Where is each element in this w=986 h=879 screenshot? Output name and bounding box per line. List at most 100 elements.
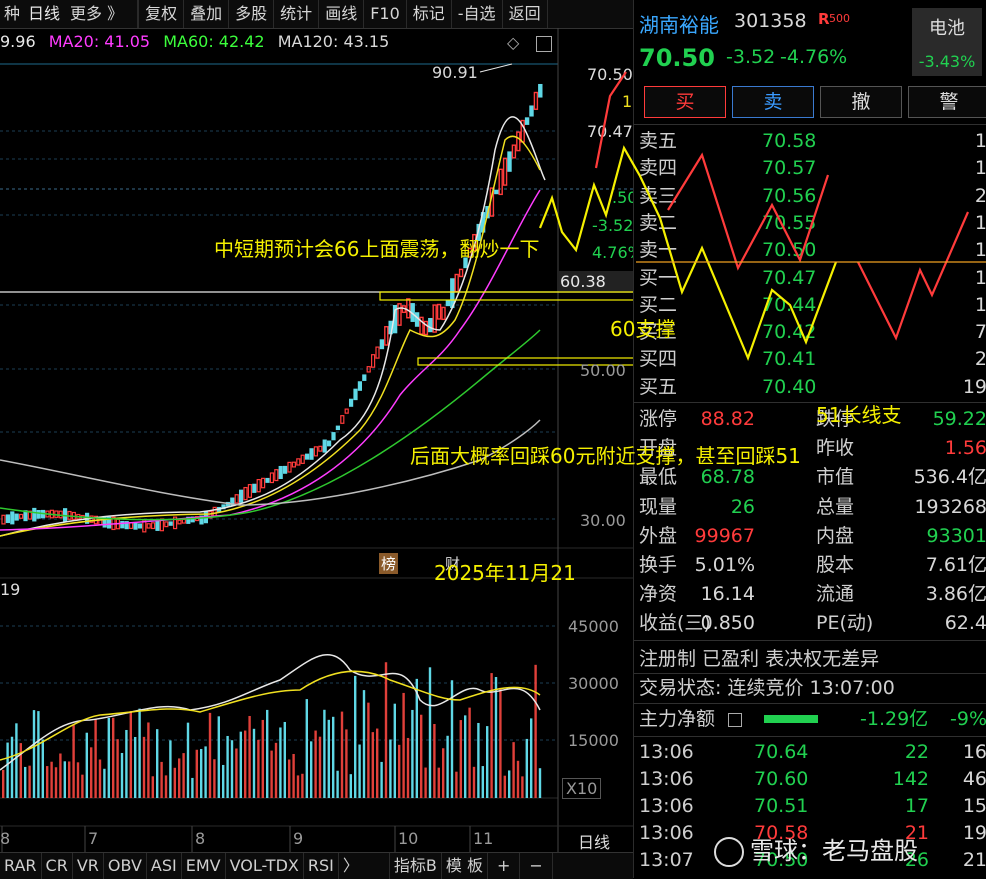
- volume-bar: [354, 675, 357, 798]
- volume-bar: [200, 748, 203, 798]
- watermark: 雪球：老马盘股: [714, 831, 918, 867]
- tick-volume: 142: [892, 768, 929, 790]
- vol-tick-45000: 45000: [568, 617, 619, 636]
- volume-bar: [116, 739, 119, 798]
- volume-bar: [301, 773, 304, 798]
- day-period-button[interactable]: 日线: [578, 833, 611, 852]
- candle: [375, 346, 380, 359]
- list-icon[interactable]: [728, 713, 742, 727]
- cancel-order-button[interactable]: 撤: [820, 86, 902, 118]
- price-tag-6038: 60.38: [560, 272, 606, 291]
- toolbar-draw-line[interactable]: 画线: [319, 0, 365, 28]
- stat-value: 7.61亿: [925, 554, 986, 576]
- volume-bar: [367, 702, 370, 798]
- candle: [467, 247, 473, 258]
- candle: [137, 523, 142, 529]
- tab-template[interactable]: 模 板: [442, 853, 488, 879]
- volume-bar: [389, 739, 392, 798]
- volume-bar: [37, 711, 40, 798]
- candle: [498, 168, 503, 196]
- order-book-row[interactable]: 买五 70.40 19: [634, 373, 986, 401]
- listing-flags: 注册制 已盈利 表决权无差异: [639, 648, 880, 670]
- order-book-row[interactable]: 卖四 70.57 1: [634, 154, 986, 182]
- candle: [181, 518, 186, 524]
- order-book-row[interactable]: 买三 70.42 7: [634, 318, 986, 346]
- badge-cai[interactable]: 财: [445, 555, 461, 573]
- order-book-row[interactable]: 买四 70.41 2: [634, 345, 986, 373]
- tick-count: 21: [962, 849, 986, 871]
- volume-bar: [142, 736, 146, 798]
- candle: [129, 522, 134, 529]
- order-volume: 1: [974, 266, 986, 289]
- tab-asi[interactable]: ASI: [147, 853, 182, 879]
- stat-label: 总量: [816, 495, 855, 518]
- volume-bar: [54, 767, 58, 798]
- toolbar-stats[interactable]: 统计: [274, 0, 320, 28]
- candle: [445, 300, 451, 307]
- ma-legend: 9.96 MA20: 41.05 MA60: 42.42 MA120: 43.1…: [0, 32, 560, 54]
- toolbar-back[interactable]: 返回: [503, 0, 548, 28]
- order-book-row[interactable]: 卖三 70.56 2: [634, 182, 986, 210]
- toolbar-watchlist[interactable]: -自选: [452, 0, 503, 28]
- tick-count: 16: [962, 741, 986, 763]
- volume-bar: [318, 736, 322, 798]
- candle: [450, 278, 455, 309]
- order-book-row[interactable]: 卖二 70.55 1: [634, 209, 986, 237]
- ma10-line: [0, 135, 541, 537]
- tab-obv[interactable]: OBV: [104, 853, 147, 879]
- candle: [533, 91, 539, 110]
- toolbar-f10[interactable]: F10: [364, 0, 407, 28]
- sell-button[interactable]: 卖: [732, 86, 814, 118]
- order-book-row[interactable]: 买二 70.44 1: [634, 291, 986, 319]
- ma20-value: MA20: 41.05: [48, 32, 151, 51]
- volume-bar: [222, 764, 225, 798]
- toolbar-multi-stock[interactable]: 多股: [229, 0, 275, 28]
- sector-box[interactable]: 电池 -3.43%: [912, 8, 982, 76]
- toolbar-overlay[interactable]: 叠加: [184, 0, 230, 28]
- toolbar-mark[interactable]: 标记: [407, 0, 452, 28]
- candle: [89, 515, 94, 523]
- candle: [62, 508, 68, 522]
- order-price: 70.57: [762, 157, 817, 180]
- tab-indicator-b[interactable]: 指标B: [390, 853, 442, 879]
- stat-value: 5.01%: [694, 554, 755, 576]
- volume-bar: [472, 766, 476, 798]
- volume-bar: [310, 741, 313, 798]
- tick-time: 13:06: [639, 741, 694, 763]
- order-price: 70.58: [762, 130, 817, 152]
- order-book-row[interactable]: 卖一 70.50 1: [634, 236, 986, 264]
- candle: [432, 304, 437, 333]
- volume-bar: [327, 719, 330, 798]
- tab-scroll-right[interactable]: 〉: [339, 853, 390, 879]
- zoom-in-button[interactable]: +: [488, 853, 521, 879]
- candle: [309, 448, 314, 460]
- minimize-icon[interactable]: [536, 36, 552, 52]
- volume-bar: [340, 711, 344, 798]
- tab-emv[interactable]: EMV: [182, 853, 226, 879]
- quote-panel: 湖南裕能 301358 R 500 电池 -3.43% 70.50 -3.52 …: [633, 0, 986, 878]
- zoom-out-button[interactable]: −: [520, 853, 553, 879]
- toolbar-period-daily[interactable]: 日线: [28, 4, 61, 23]
- sector-change: -3.43%: [918, 52, 976, 71]
- order-book-row[interactable]: 买一 70.47 1: [634, 264, 986, 292]
- tab-rsi[interactable]: RSI: [304, 853, 339, 879]
- vol-scale-x10[interactable]: X10: [562, 778, 602, 799]
- diamond-icon[interactable]: ◇: [507, 33, 520, 52]
- tab-cr[interactable]: CR: [42, 853, 73, 879]
- toolbar-more[interactable]: 更多 》: [64, 0, 139, 28]
- alert-button[interactable]: 警: [908, 86, 986, 118]
- buy-button[interactable]: 买: [644, 86, 726, 118]
- candle: [331, 432, 336, 441]
- stat-value: 1.56: [944, 437, 986, 460]
- toolbar-period-minute[interactable]: 种: [4, 4, 21, 23]
- tab-vol-tdx[interactable]: VOL-TDX: [226, 853, 304, 879]
- candle: [36, 510, 41, 519]
- tab-rar[interactable]: RAR: [0, 853, 42, 879]
- toolbar-adjust[interactable]: 复权: [138, 0, 185, 28]
- kline-chart[interactable]: [0, 28, 633, 852]
- volume-bar: [402, 692, 405, 798]
- order-book-row[interactable]: 卖五 70.58 1: [634, 127, 986, 155]
- badge-bang[interactable]: 榜: [379, 553, 399, 574]
- tab-vr[interactable]: VR: [73, 853, 104, 879]
- volume-bar: [503, 775, 506, 798]
